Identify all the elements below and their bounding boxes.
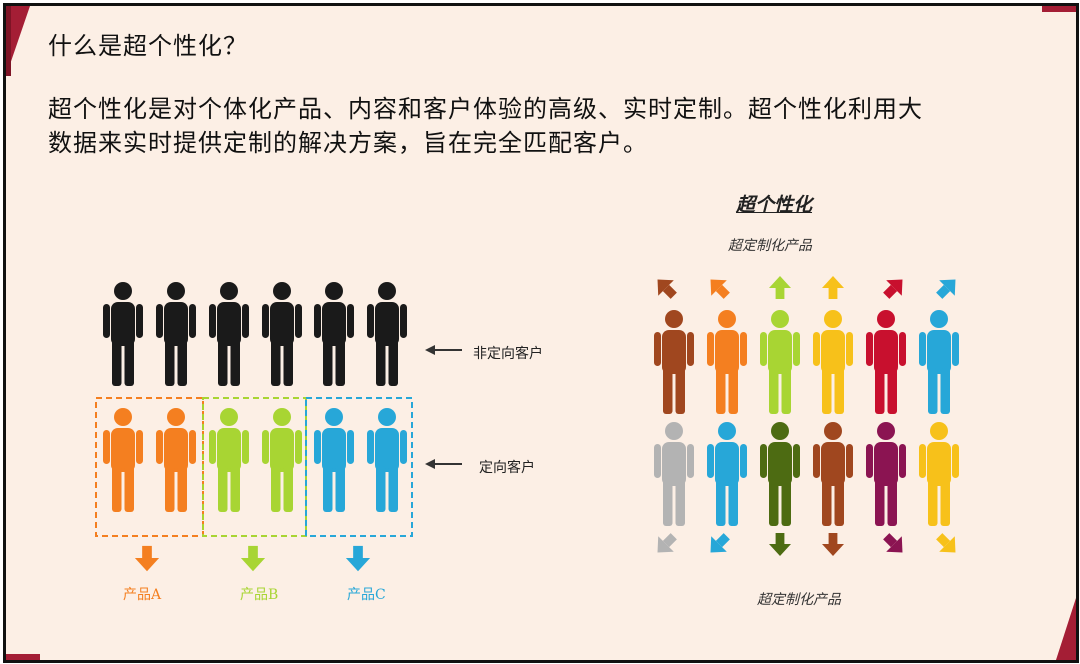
targeted-person-4 bbox=[262, 408, 302, 512]
product-arrow-1 bbox=[134, 545, 160, 572]
untargeted-person-4 bbox=[262, 282, 302, 386]
product-c-box bbox=[305, 397, 413, 537]
slide-title: 什么是超个性化？ bbox=[48, 32, 248, 60]
top-arrow-4 bbox=[822, 276, 844, 299]
hyper-personalized-row-2 bbox=[654, 422, 959, 526]
hyper-personalized-row-1 bbox=[654, 310, 959, 414]
bottom-arrow-2 bbox=[710, 533, 730, 553]
hyper-person-top-5 bbox=[866, 310, 906, 414]
bottom-caption: 超定制化产品 bbox=[757, 592, 841, 608]
hyper-person-bottom-5 bbox=[866, 422, 906, 526]
targeted-customers-row bbox=[103, 408, 407, 512]
label-untargeted-customers: 非定向客户 bbox=[473, 346, 543, 362]
hyper-person-top-4 bbox=[813, 310, 853, 414]
corner-decoration-bottom-left bbox=[6, 654, 40, 660]
corner-decoration-top-left-edge bbox=[6, 6, 11, 76]
label-pointer-arrows bbox=[425, 345, 462, 469]
targeted-person-6 bbox=[367, 408, 407, 512]
hyper-person-bottom-3 bbox=[760, 422, 800, 526]
bottom-arrow-6 bbox=[936, 533, 956, 553]
hyper-personalization-heading: 超个性化 bbox=[736, 194, 813, 216]
hyper-person-top-3 bbox=[760, 310, 800, 414]
untargeted-person-2 bbox=[156, 282, 196, 386]
slide-description: 超个性化是对个体化产品、内容和客户体验的高级、实时定制。超个性化利用大数据来实时… bbox=[48, 95, 923, 157]
product-a-label: 产品A bbox=[123, 587, 162, 603]
hyper-personalized-arrows bbox=[657, 276, 956, 556]
untargeted-person-6 bbox=[367, 282, 407, 386]
hyper-person-bottom-2 bbox=[707, 422, 747, 526]
targeted-person-2 bbox=[156, 408, 196, 512]
top-arrow-6 bbox=[936, 279, 956, 299]
untargeted-person-5 bbox=[314, 282, 354, 386]
targeted-pointer-arrow bbox=[425, 459, 462, 469]
product-arrow-2 bbox=[240, 545, 266, 572]
untargeted-person-1 bbox=[103, 282, 143, 386]
label-targeted-customers: 定向客户 bbox=[479, 460, 535, 476]
product-c-label: 产品C bbox=[347, 587, 386, 603]
bottom-arrow-3 bbox=[769, 533, 791, 556]
product-b-label: 产品B bbox=[240, 587, 279, 603]
untargeted-customers-row bbox=[103, 282, 407, 386]
hyper-person-bottom-1 bbox=[654, 422, 694, 526]
bottom-arrow-1 bbox=[657, 533, 677, 553]
top-arrow-3 bbox=[769, 276, 791, 299]
hyper-person-top-2 bbox=[707, 310, 747, 414]
hyper-person-bottom-4 bbox=[813, 422, 853, 526]
bottom-arrow-4 bbox=[822, 533, 844, 556]
untargeted-pointer-arrow bbox=[425, 345, 462, 355]
hyper-person-bottom-6 bbox=[919, 422, 959, 526]
hyper-person-top-1 bbox=[654, 310, 694, 414]
targeted-person-5 bbox=[314, 408, 354, 512]
product-arrows bbox=[134, 545, 371, 572]
top-arrow-5 bbox=[883, 279, 903, 299]
targeted-person-3 bbox=[209, 408, 249, 512]
hyper-person-top-6 bbox=[919, 310, 959, 414]
corner-decoration-top-right bbox=[1042, 6, 1076, 12]
top-arrow-1 bbox=[657, 279, 677, 299]
product-group-boxes bbox=[95, 397, 413, 537]
bottom-arrow-5 bbox=[883, 533, 903, 553]
top-arrow-2 bbox=[710, 279, 730, 299]
product-b-box bbox=[202, 397, 307, 537]
untargeted-person-3 bbox=[209, 282, 249, 386]
top-caption: 超定制化产品 bbox=[728, 238, 812, 254]
targeted-person-1 bbox=[103, 408, 143, 512]
corner-decoration-bottom-right bbox=[1056, 598, 1076, 660]
product-arrow-3 bbox=[345, 545, 371, 572]
